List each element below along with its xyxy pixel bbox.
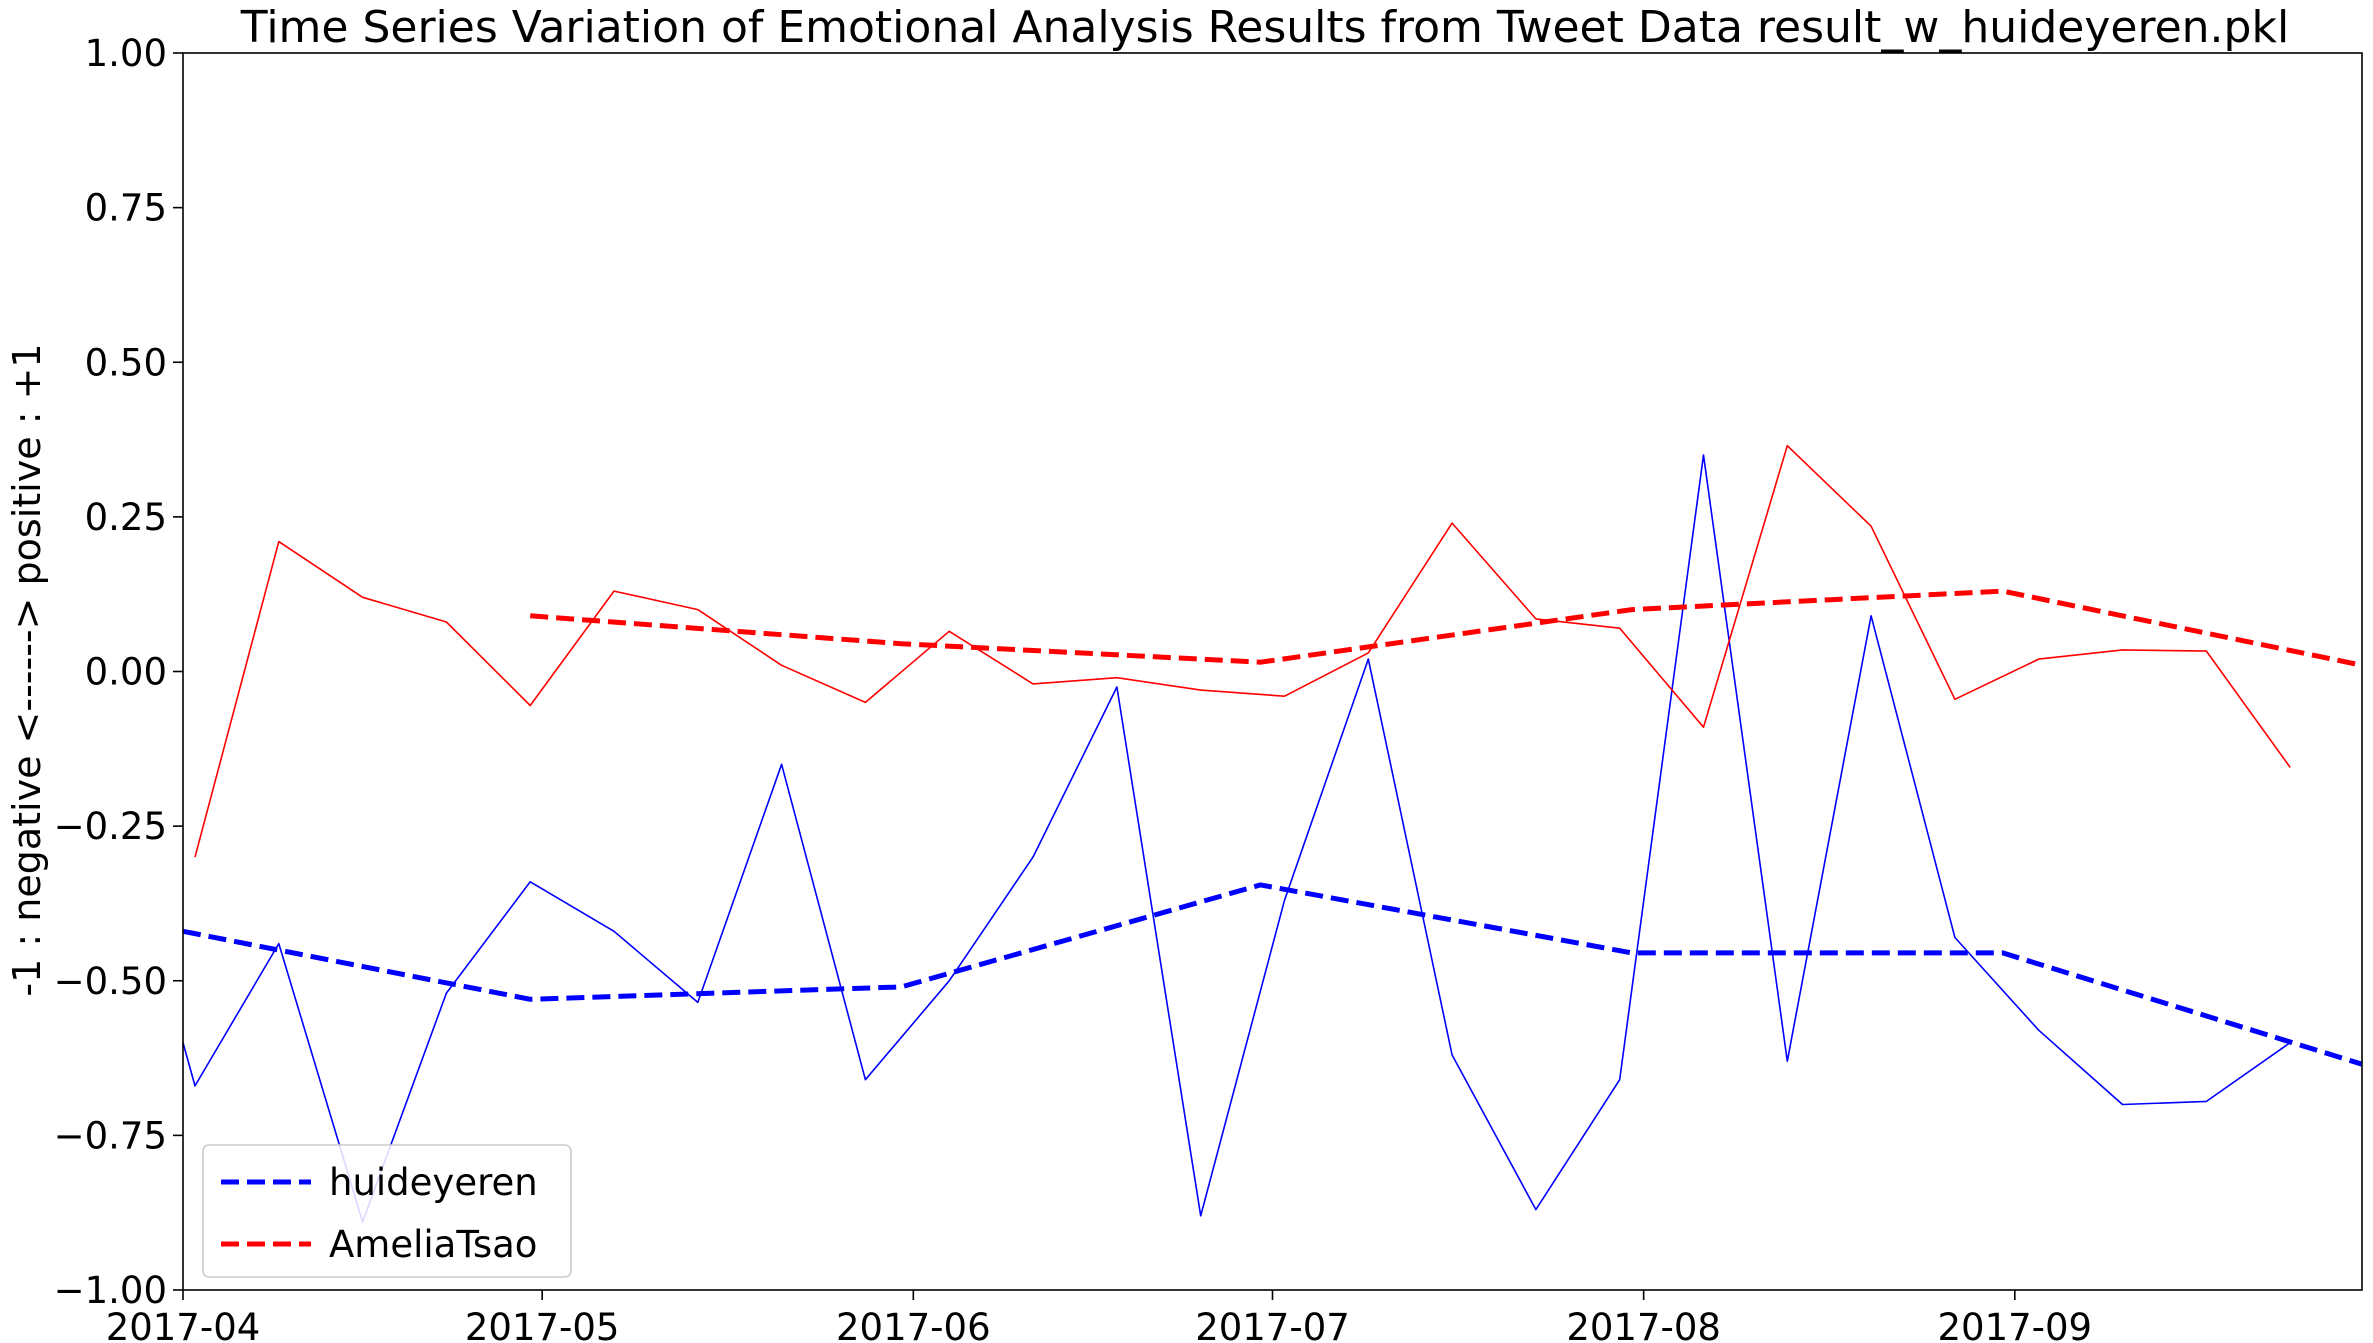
y-tick-label: 1.00 <box>85 32 167 75</box>
x-tick-label: 2017-07 <box>1195 1306 1350 1343</box>
x-tick-label: 2017-08 <box>1566 1306 1721 1343</box>
x-tick-label: 2017-05 <box>465 1306 620 1343</box>
plot-area <box>182 52 2363 1291</box>
y-axis-label: -1 : negative <------> positive : +1 <box>5 343 49 996</box>
y-tick-label: −0.50 <box>54 960 167 1003</box>
x-axis: 2017-04 2017-05 2017-06 2017-07 2017-08 2017-… <box>106 1290 2092 1343</box>
plot-frame <box>182 52 2363 1291</box>
y-tick-label: −0.75 <box>54 1114 167 1157</box>
legend: huideyeren AmeliaTsao <box>202 1144 572 1278</box>
chart-title: Time Series Variation of Emotional Analy… <box>240 2 2289 53</box>
y-tick-label: −0.25 <box>54 805 167 848</box>
legend-label-huideyeren: huideyeren <box>329 1161 538 1204</box>
y-axis: −1.00 −0.75 −0.50 −0.25 0.00 0.25 0.50 0.75 1.00 <box>54 32 183 1312</box>
y-tick-label: 0.75 <box>85 187 167 230</box>
y-tick-label: −1.00 <box>54 1269 167 1312</box>
y-tick-label: 0.50 <box>85 341 167 384</box>
y-tick-label: 0.25 <box>85 496 167 539</box>
x-tick-label: 2017-09 <box>1937 1306 2092 1343</box>
x-tick-label: 2017-06 <box>836 1306 991 1343</box>
x-tick-label: 2017-04 <box>106 1306 261 1343</box>
series-line-AmeliaTsao-dashed <box>530 588 2363 668</box>
series-line-huideyeren-solid <box>182 454 2291 1223</box>
legend-box <box>202 1144 572 1278</box>
series-line-AmeliaTsao-solid <box>194 444 2291 858</box>
y-tick-label: 0.00 <box>85 651 167 694</box>
series-line-huideyeren-dashed <box>182 882 2363 1067</box>
legend-label-AmeliaTsao: AmeliaTsao <box>329 1223 537 1266</box>
